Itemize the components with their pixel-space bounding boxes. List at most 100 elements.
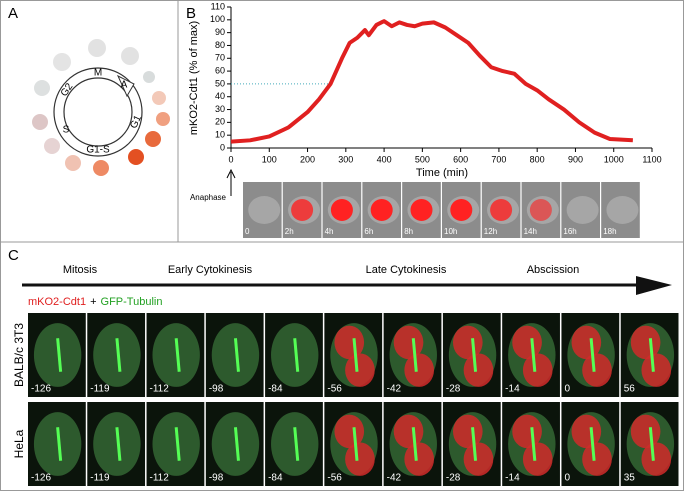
spindle	[648, 427, 655, 461]
spindle	[293, 338, 300, 372]
x-tick-label: 300	[338, 154, 353, 164]
frame-label: 18h	[603, 227, 616, 236]
phase-label: M	[94, 68, 102, 79]
time-label: -112	[150, 473, 170, 484]
cell	[248, 196, 281, 224]
time-label: -28	[446, 473, 461, 484]
time-label: 56	[624, 384, 636, 395]
time-label: 0	[564, 473, 570, 484]
panel-label: C	[8, 247, 19, 264]
y-tick-label: 90	[215, 27, 225, 37]
nucleus	[463, 442, 494, 476]
spindle	[411, 338, 418, 372]
frame-label: 0	[245, 227, 250, 236]
spindle	[471, 427, 478, 461]
nucleus	[641, 353, 672, 387]
y-tick-label: 70	[215, 53, 225, 63]
row-label: HeLa	[12, 429, 26, 458]
nucleus	[393, 414, 424, 449]
nucleus	[291, 199, 314, 221]
time-label: -119	[90, 473, 110, 484]
time-label: -14	[505, 473, 520, 484]
spindle	[530, 338, 537, 372]
data-line	[230, 19, 633, 144]
y-tick-label: 40	[215, 91, 225, 101]
nucleus	[571, 414, 602, 449]
nucleus	[512, 325, 542, 360]
nucleus	[630, 325, 661, 360]
anaphase-arrow	[226, 168, 236, 196]
y-tick-label: 30	[215, 104, 225, 114]
time-label: -126	[31, 384, 51, 395]
frame-label: 6h	[364, 227, 373, 236]
spindle	[530, 427, 537, 461]
nucleus	[410, 199, 433, 221]
frame-label: 4h	[325, 227, 334, 236]
spindle	[174, 427, 181, 461]
y-tick-label: 20	[215, 117, 225, 127]
x-tick-label: 200	[300, 154, 315, 164]
x-tick-label: 600	[453, 154, 468, 164]
y-tick-label: 10	[215, 130, 225, 140]
nucleus	[334, 325, 365, 360]
spindle	[115, 338, 122, 372]
nucleus	[571, 325, 602, 360]
spindle	[56, 427, 63, 461]
legend-plus: +	[90, 296, 96, 308]
spindle	[352, 427, 359, 461]
x-tick-label: 900	[568, 154, 583, 164]
time-label: -56	[327, 473, 342, 484]
time-label: -126	[31, 473, 51, 484]
legend: mKO2-Cdt1 + GFP-Tubulin	[28, 296, 162, 308]
time-label: -84	[268, 384, 283, 395]
nucleus	[582, 442, 612, 476]
nucleus	[641, 442, 672, 476]
y-tick-label: 80	[215, 40, 225, 50]
phase-label: G1-S	[86, 145, 110, 156]
nucleus	[345, 353, 375, 387]
x-tick-label: 500	[415, 154, 430, 164]
nucleus	[582, 353, 612, 387]
y-tick-label: 60	[215, 65, 225, 75]
y-tick-label: 0	[220, 142, 225, 152]
nucleus	[370, 199, 393, 221]
spindle	[233, 427, 240, 461]
time-label: 35	[624, 473, 636, 484]
y-axis-title: mKO2-Cdt1 (% of max)	[188, 21, 200, 135]
cell	[566, 196, 599, 224]
spindle	[648, 338, 655, 372]
spindle	[352, 338, 359, 372]
nucleus	[404, 442, 435, 476]
nucleus	[463, 353, 494, 387]
phase-label: A	[121, 80, 128, 91]
frame-label: 10h	[444, 227, 457, 236]
frame-label: 14h	[524, 227, 537, 236]
anaphase-label: Anaphase	[190, 193, 227, 202]
time-label: -56	[327, 384, 342, 395]
nucleus	[452, 325, 483, 360]
nucleus	[490, 199, 513, 221]
time-label: -84	[268, 473, 283, 484]
spindle	[174, 338, 181, 372]
panel-label: B	[186, 5, 196, 22]
nucleus	[450, 199, 473, 221]
frame-label: 2h	[285, 227, 294, 236]
time-label: -98	[209, 384, 224, 395]
stage-label: Mitosis	[63, 264, 98, 276]
nucleus	[345, 442, 375, 476]
nucleus	[393, 325, 424, 360]
nucleus	[522, 353, 553, 387]
nucleus	[404, 353, 435, 387]
panel-label: A	[8, 5, 18, 22]
time-label: -98	[209, 473, 224, 484]
time-label: -42	[387, 384, 402, 395]
x-tick-label: 800	[530, 154, 545, 164]
time-label: -119	[90, 384, 110, 395]
stage-label: Late Cytokinesis	[366, 264, 447, 276]
stage-label: Early Cytokinesis	[168, 264, 253, 276]
phase-label: S	[63, 125, 70, 136]
stage-label: Abscission	[527, 264, 580, 276]
spindle	[293, 427, 300, 461]
time-label: -14	[505, 384, 520, 395]
